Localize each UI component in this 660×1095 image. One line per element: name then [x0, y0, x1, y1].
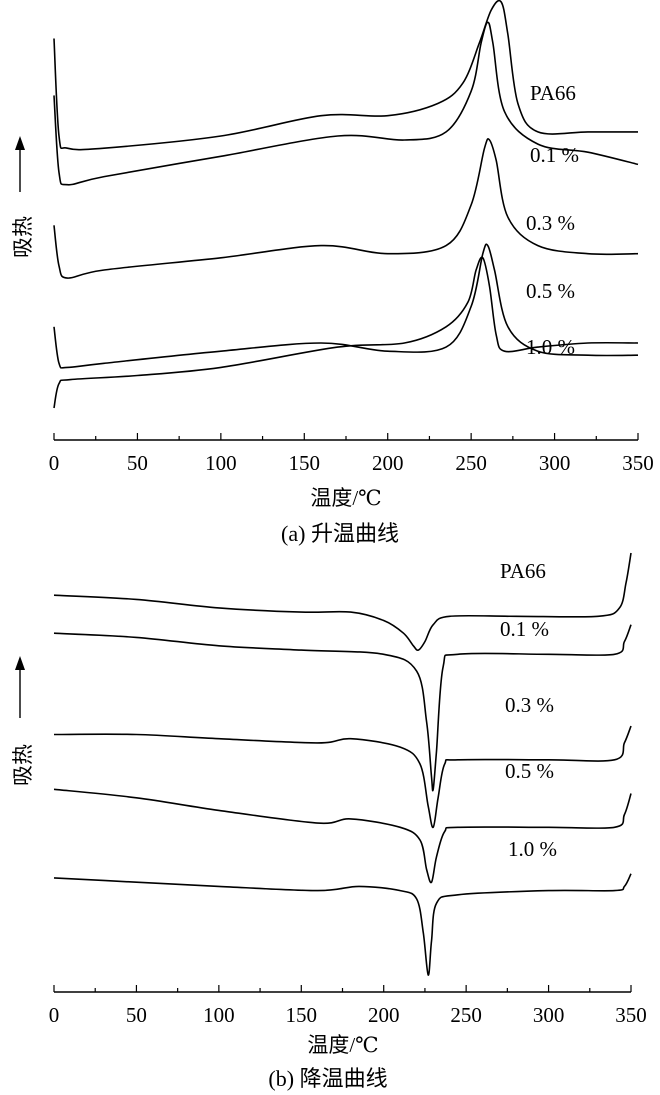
series-label: PA66 — [530, 81, 576, 105]
cooling-x-axis-label: 温度/℃ — [307, 1033, 378, 1057]
series-label: 0.3 % — [505, 693, 554, 717]
cooling-panel-caption: (b) 降温曲线 — [268, 1066, 387, 1091]
cooling-series-labels: PA66 0.1 % 0.3 % 0.5 % 1.0 % — [500, 559, 557, 861]
series-label: 0.3 % — [526, 211, 575, 235]
cooling-up-arrow-icon — [15, 656, 25, 670]
x-tick-label: 0 — [49, 451, 60, 475]
heating-series-labels: PA66 0.1 % 0.3 % 0.5 % 1.0 % — [526, 81, 579, 359]
series-line-2 — [53, 21, 639, 186]
x-tick-label: 50 — [127, 451, 148, 475]
cooling-x-ticks — [53, 985, 632, 992]
cooling-y-label-text: 吸热 — [11, 744, 35, 786]
cooling-y-axis-label: 吸热 — [11, 656, 35, 786]
series-line-1 — [53, 552, 632, 652]
cooling-x-tick-labels: 0 50 100 150 200 250 300 350 — [49, 1003, 647, 1027]
series-label: PA66 — [500, 559, 546, 583]
series-line-5 — [53, 256, 639, 409]
heating-y-axis-label: 吸热 — [11, 136, 35, 258]
series-line-1 — [53, 0, 638, 151]
x-tick-label: 300 — [533, 1003, 565, 1027]
series-label: 0.5 % — [526, 279, 575, 303]
heating-panel-caption: (a) 升温曲线 — [281, 521, 399, 546]
heating-curves — [53, 0, 639, 409]
series-line-5 — [53, 873, 632, 976]
x-tick-label: 300 — [539, 451, 571, 475]
series-line-4 — [53, 243, 639, 369]
x-tick-label: 200 — [368, 1003, 400, 1027]
cooling-curve-panel: PA66 0.1 % 0.3 % 0.5 % 1.0 % 0 50 100 150 200 250… — [11, 552, 647, 1091]
heating-x-ticks — [53, 433, 639, 440]
series-label: 0.1 % — [500, 617, 549, 641]
series-line-2 — [53, 624, 632, 792]
x-tick-label: 250 — [455, 451, 487, 475]
series-line-3 — [53, 138, 639, 279]
x-tick-label: 250 — [450, 1003, 482, 1027]
heating-x-tick-labels: 0 50 100 150 200 250 300 350 — [49, 451, 654, 475]
cooling-curves — [53, 552, 632, 976]
heating-y-label-text: 吸热 — [11, 216, 35, 258]
x-tick-label: 0 — [49, 1003, 60, 1027]
series-line-3 — [53, 725, 632, 829]
x-tick-label: 150 — [289, 451, 321, 475]
series-label: 0.5 % — [505, 759, 554, 783]
x-tick-label: 100 — [205, 451, 237, 475]
heating-curve-panel: PA66 0.1 % 0.3 % 0.5 % 1.0 % 0 50 100 150 200 250… — [11, 0, 654, 546]
x-tick-label: 200 — [372, 451, 404, 475]
x-tick-label: 100 — [203, 1003, 235, 1027]
x-tick-label: 350 — [615, 1003, 647, 1027]
series-label: 0.1 % — [530, 143, 579, 167]
heating-up-arrow-icon — [15, 136, 25, 150]
x-tick-label: 150 — [286, 1003, 318, 1027]
x-tick-label: 350 — [622, 451, 654, 475]
series-label: 1.0 % — [526, 335, 575, 359]
series-line-4 — [53, 788, 632, 884]
heating-x-axis-label: 温度/℃ — [310, 486, 381, 510]
series-label: 1.0 % — [508, 837, 557, 861]
x-tick-label: 50 — [126, 1003, 147, 1027]
